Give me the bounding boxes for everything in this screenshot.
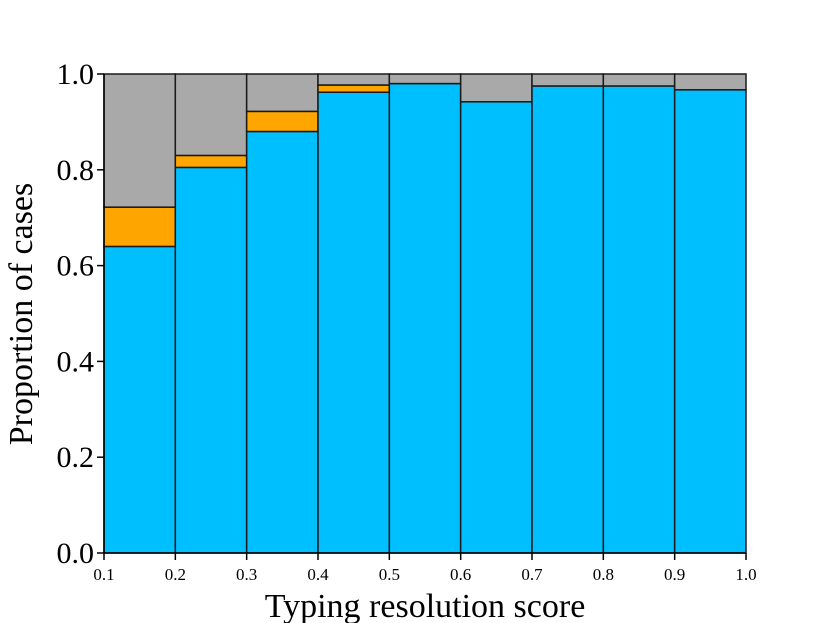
- x-tick-label: 0.4: [307, 565, 329, 584]
- bar-segment-2-8: [673, 73, 747, 91]
- x-axis-label: Typing resolution score: [265, 588, 586, 623]
- y-tick-label: 0.6: [57, 250, 95, 283]
- bar-segment-2-3: [317, 73, 391, 86]
- bar-segment-0-6: [531, 85, 605, 554]
- y-tick-label: 1.0: [57, 58, 95, 91]
- axes-group: 0.0 0.2 0.4 0.6 0.8 1.0 0.1 0.2 0.3 0.4 0.5 0.6 0.7 0…: [57, 58, 757, 584]
- x-tick-label: 0.8: [593, 565, 614, 584]
- bar-segment-0-7: [602, 85, 676, 554]
- bar-segment-0-0: [103, 245, 177, 554]
- x-tick-label: 0.2: [165, 565, 186, 584]
- y-tick-label: 0.4: [57, 345, 95, 378]
- bar-segment-0-8: [673, 89, 747, 554]
- x-tick-label: 0.1: [93, 565, 114, 584]
- x-tick-label: 1.0: [735, 565, 756, 584]
- bar-segment-1-0: [103, 206, 177, 248]
- bar-segment-0-1: [174, 166, 248, 554]
- bar-segment-1-3: [317, 84, 391, 93]
- bar-segment-0-2: [245, 130, 319, 554]
- bar-segment-2-6: [531, 73, 605, 87]
- y-tick-label: 0.0: [57, 537, 95, 570]
- bar-segment-2-7: [602, 73, 676, 87]
- x-tick-label: 0.7: [521, 565, 543, 584]
- bar-segment-0-3: [317, 91, 391, 554]
- bar-segment-1-2: [245, 110, 319, 133]
- x-tick-label: 0.5: [379, 565, 400, 584]
- bar-segment-2-0: [103, 73, 177, 208]
- bar-segment-2-2: [245, 73, 319, 113]
- bar-segment-0-5: [459, 101, 533, 554]
- y-tick-label: 0.8: [57, 154, 95, 187]
- bars-group: [103, 73, 747, 554]
- bar-segment-1-1: [174, 154, 248, 169]
- bar-segment-2-4: [388, 73, 462, 85]
- bar-segment-0-4: [388, 82, 462, 554]
- bar-segment-2-1: [174, 73, 248, 157]
- y-axis-label: Proportion of cases: [3, 183, 40, 446]
- x-tick-label: 0.9: [664, 565, 685, 584]
- x-tick-label: 0.3: [236, 565, 257, 584]
- x-tick-label: 0.6: [450, 565, 471, 584]
- bar-segment-2-5: [459, 73, 533, 103]
- y-tick-label: 0.2: [57, 441, 95, 474]
